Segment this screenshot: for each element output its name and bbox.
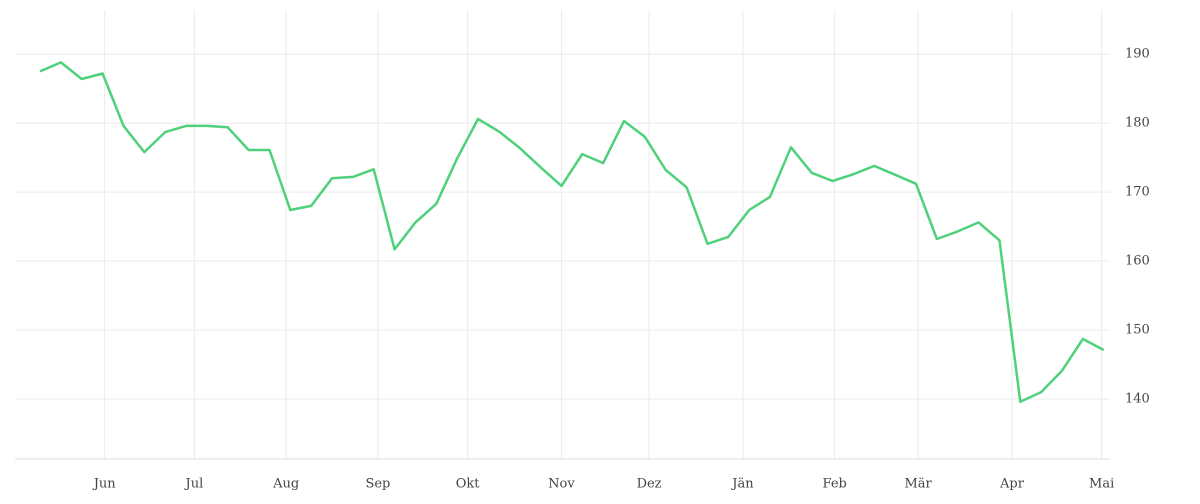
y-tick-label: 180 — [1125, 116, 1150, 131]
x-tick-label: Nov — [548, 477, 575, 492]
y-tick-label: 140 — [1125, 391, 1150, 406]
x-tick-label: Sep — [365, 477, 390, 492]
x-tick-label: Mär — [904, 477, 932, 492]
y-tick-label: 160 — [1125, 254, 1150, 269]
y-tick-label: 190 — [1125, 47, 1150, 62]
x-tick-label: Apr — [999, 477, 1025, 492]
line-series — [39, 61, 1105, 404]
x-tick-label: Mai — [1089, 477, 1114, 492]
x-tick-label: Jun — [92, 477, 117, 492]
y-tick-label: 170 — [1125, 185, 1150, 200]
x-tick-label: Dez — [637, 477, 662, 492]
x-tick-label: Feb — [823, 477, 847, 492]
x-tick-label: Okt — [456, 477, 481, 492]
x-tick-label: Jän — [730, 477, 754, 492]
x-tick-label: Aug — [272, 477, 299, 492]
y-tick-label: 150 — [1125, 323, 1150, 338]
x-tick-label: Jul — [183, 477, 203, 492]
